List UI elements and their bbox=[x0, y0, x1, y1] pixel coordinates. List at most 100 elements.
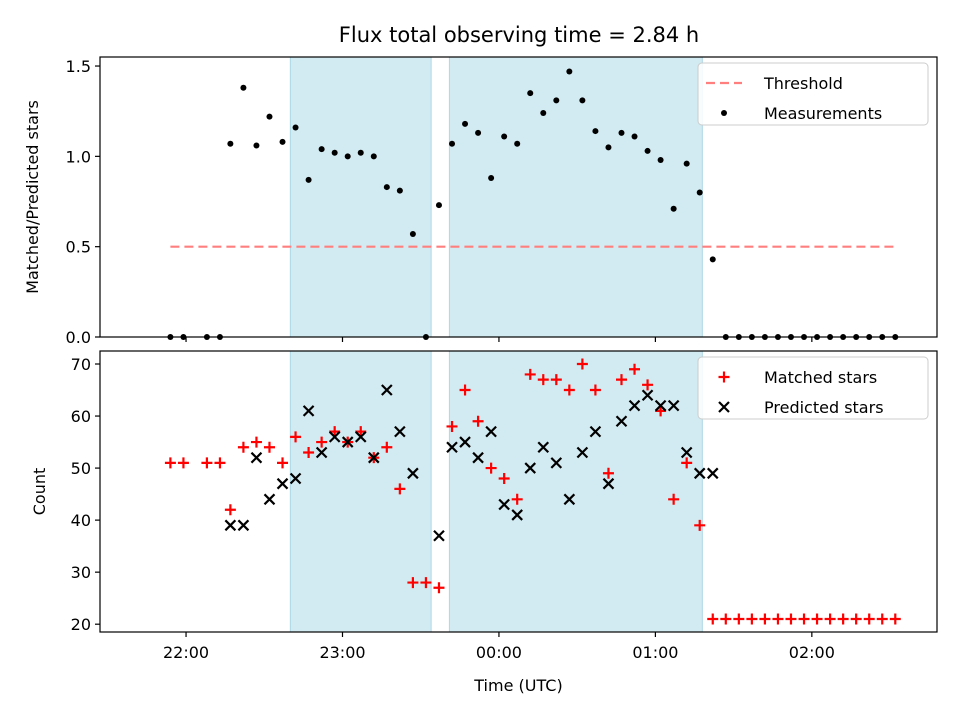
measurement-point bbox=[449, 140, 456, 147]
predicted-star-point bbox=[602, 477, 615, 490]
x-tick-label: 23:00 bbox=[319, 643, 365, 662]
matched-star-point bbox=[524, 368, 536, 380]
matched-star-point bbox=[381, 441, 393, 453]
predicted-star-point bbox=[563, 493, 576, 506]
measurement-point bbox=[605, 144, 612, 151]
predicted-star-point bbox=[485, 425, 497, 438]
predicted-star-point bbox=[237, 519, 250, 532]
y-tick-label: 60 bbox=[71, 407, 91, 426]
bottom-panel-counts: 20 30 40 50 60 70 22:00 23:00 00:00 01:00 02:00 Cou… bbox=[30, 350, 938, 695]
matched-star-point bbox=[316, 436, 328, 448]
matched-star-point bbox=[889, 613, 901, 625]
measurement-point bbox=[657, 156, 664, 163]
y-axis-label: Matched/Predicted stars bbox=[23, 100, 42, 294]
matched-star-point bbox=[290, 431, 302, 443]
predicted-star-point bbox=[498, 498, 510, 511]
predicted-star-point bbox=[328, 431, 341, 443]
measurement-point bbox=[527, 90, 534, 97]
measurement-point bbox=[357, 149, 364, 156]
matched-star-point bbox=[550, 374, 562, 386]
y-tick-label: 30 bbox=[71, 563, 91, 582]
chart-title: Flux total observing time = 2.84 h bbox=[339, 23, 699, 47]
predicted-star-point bbox=[433, 529, 445, 542]
observing-window-shade bbox=[289, 56, 432, 338]
measurement-point bbox=[409, 231, 416, 238]
matched-star-point bbox=[177, 457, 189, 469]
x-tick-label: 02:00 bbox=[789, 643, 835, 662]
matched-star-point bbox=[615, 374, 627, 386]
matched-star-point bbox=[511, 493, 523, 505]
predicted-star-point bbox=[224, 519, 237, 532]
predicted-star-point bbox=[667, 399, 680, 412]
matched-star-point bbox=[277, 457, 289, 469]
predicted-star-point bbox=[693, 467, 706, 480]
legend-swatch-measurements bbox=[721, 110, 727, 116]
measurement-point bbox=[266, 113, 273, 120]
matched-star-point bbox=[224, 504, 236, 516]
matched-star-point bbox=[863, 613, 875, 625]
measurement-point bbox=[670, 205, 677, 212]
measurement-point bbox=[501, 133, 508, 140]
matched-star-point bbox=[629, 363, 641, 375]
measurement-point bbox=[683, 160, 690, 167]
predicted-star-point bbox=[511, 509, 523, 521]
predicted-star-point bbox=[381, 384, 393, 396]
measurement-point bbox=[279, 138, 286, 145]
measurement-point bbox=[475, 129, 482, 136]
predicted-star-point bbox=[589, 425, 602, 438]
predicted-star-point bbox=[680, 446, 693, 459]
measurement-point bbox=[579, 97, 586, 104]
series-matched-stars bbox=[164, 358, 901, 625]
predicted-star-point bbox=[354, 431, 367, 443]
matched-star-point bbox=[576, 358, 588, 370]
x-axis-label: Time (UTC) bbox=[473, 676, 562, 695]
observing-window-shade bbox=[289, 350, 432, 633]
legend-label: Threshold bbox=[763, 74, 843, 93]
matched-star-point bbox=[485, 462, 497, 474]
x-tick-label: 01:00 bbox=[632, 643, 678, 662]
matched-star-point bbox=[694, 519, 706, 531]
matched-star-point bbox=[563, 384, 575, 396]
y-tick-label: 50 bbox=[71, 459, 91, 478]
predicted-star-point bbox=[315, 446, 328, 459]
legend-label: Matched stars bbox=[764, 368, 877, 387]
matched-star-point bbox=[433, 582, 445, 594]
axes-frame bbox=[99, 350, 938, 633]
matched-star-point bbox=[250, 436, 262, 448]
legend-box bbox=[697, 62, 929, 126]
observing-window-shade bbox=[448, 56, 703, 338]
matched-star-point bbox=[407, 577, 419, 589]
matched-star-point bbox=[811, 613, 823, 625]
matched-star-point bbox=[303, 446, 315, 458]
top-panel-ratio: 0.0 0.5 1.0 1.5 Matched/Predicted stars Thres… bbox=[23, 56, 938, 347]
matched-star-point bbox=[459, 384, 471, 396]
measurement-point bbox=[227, 140, 234, 147]
measurement-point bbox=[618, 129, 625, 136]
measurement-point bbox=[709, 256, 716, 263]
legend-box bbox=[697, 356, 929, 420]
matched-star-point bbox=[876, 613, 888, 625]
matched-star-point bbox=[824, 613, 836, 625]
measurement-point bbox=[644, 147, 651, 154]
matched-star-point bbox=[785, 613, 797, 625]
matched-star-point bbox=[164, 457, 176, 469]
legend-label: Predicted stars bbox=[764, 398, 884, 417]
predicted-star-point bbox=[368, 451, 380, 464]
y-tick-label: 0.0 bbox=[66, 328, 91, 347]
matched-star-point bbox=[498, 472, 510, 484]
y-tick-label: 70 bbox=[71, 355, 91, 374]
predicted-star-point bbox=[654, 399, 667, 412]
matched-star-point bbox=[472, 415, 484, 427]
series-predicted-stars bbox=[224, 384, 719, 542]
measurement-point bbox=[514, 140, 521, 147]
legend-label: Measurements bbox=[764, 104, 882, 123]
matched-star-point bbox=[837, 613, 849, 625]
matched-star-point bbox=[420, 577, 432, 589]
predicted-star-point bbox=[550, 457, 563, 469]
predicted-star-point bbox=[706, 467, 719, 480]
measurement-point bbox=[435, 202, 442, 209]
predicted-star-point bbox=[407, 467, 419, 480]
measurement-point bbox=[318, 146, 325, 153]
predicted-star-point bbox=[576, 446, 589, 459]
matched-star-point bbox=[537, 374, 549, 386]
